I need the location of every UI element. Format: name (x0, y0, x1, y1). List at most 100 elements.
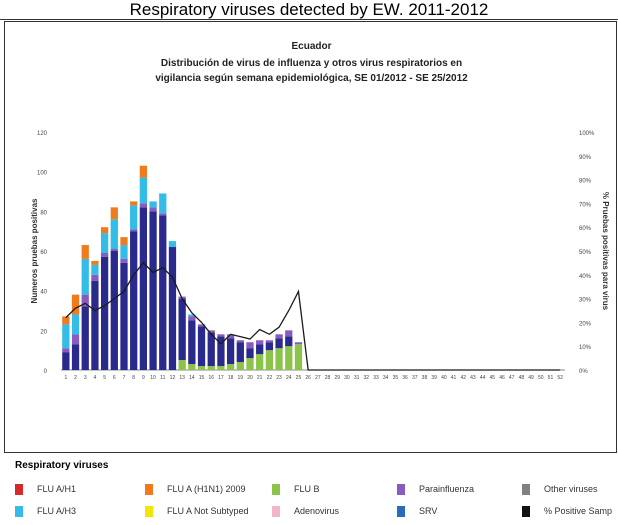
legend-swatch (397, 505, 405, 517)
chart-frame: Ecuador Distribución de virus de influen… (4, 21, 617, 453)
x-tick-label: 33 (373, 375, 379, 381)
y-tick-label: 120 (37, 131, 48, 137)
x-tick-label: 9 (142, 375, 145, 381)
legend-label: SRV (419, 506, 438, 516)
legend-item: Other viruses (522, 482, 598, 496)
bar-segment (120, 262, 128, 370)
x-tick-label: 30 (344, 375, 350, 381)
bar-segment (159, 213, 167, 216)
legend-swatch (522, 505, 530, 517)
bar-segment (139, 177, 148, 204)
bar-segment (236, 342, 244, 363)
x-tick-label: 52 (557, 375, 563, 381)
legend-swatch (272, 483, 280, 495)
legend-label: FLU A Not Subtyped (167, 506, 249, 516)
y-tick-label: 20 (40, 329, 47, 335)
y2-tick-label: 0% (579, 369, 588, 375)
bar-segment (110, 219, 118, 250)
x-tick-label: 21 (257, 375, 263, 381)
bar-segment (71, 334, 80, 345)
x-tick-label: 8 (132, 375, 135, 381)
bar-segment (256, 354, 264, 370)
x-tick-label: 42 (460, 375, 466, 381)
bar-segment (62, 348, 70, 353)
bar-segment (149, 201, 157, 208)
bar-segment (100, 227, 109, 234)
y2-tick-label: 50% (579, 250, 592, 256)
y2-tick-label: 40% (579, 274, 592, 280)
legend-label: Adenovirus (294, 506, 340, 516)
x-tick-label: 18 (228, 375, 234, 381)
bar-segment (139, 165, 148, 178)
bar-segment (110, 207, 118, 220)
legend-item: FLU A/H3 (15, 504, 76, 518)
x-tick-label: 11 (160, 375, 165, 381)
x-tick-label: 48 (519, 375, 525, 381)
x-tick-label: 4 (94, 375, 97, 381)
bar-segment (130, 231, 138, 370)
x-tick-label: 17 (218, 375, 224, 381)
bar-segment (207, 366, 215, 370)
legend-item: FLU B (272, 482, 320, 496)
bar-segment (91, 260, 99, 265)
x-tick-label: 40 (441, 375, 447, 381)
x-tick-label: 10 (150, 375, 156, 381)
bar-segment (178, 360, 186, 370)
x-tick-label: 13 (179, 375, 185, 381)
figure-caption: Respiratory viruses detected by EW. 2011… (0, 0, 618, 20)
bar-segment (149, 207, 157, 212)
bar-segment (91, 280, 99, 370)
bar-segment (110, 251, 118, 370)
bar-segment (188, 314, 196, 317)
bar-segment (217, 366, 225, 370)
y-tick-label: 40 (40, 290, 47, 296)
x-tick-label: 41 (451, 375, 457, 381)
legend-item: SRV (397, 504, 437, 518)
legend-swatch (145, 483, 153, 495)
bar-segment (168, 241, 177, 248)
y-tick-label: 0 (44, 369, 48, 375)
bar-segment (294, 342, 303, 345)
x-tick-label: 32 (364, 375, 370, 381)
y-axis-label: Numeros pruebas positivas (30, 198, 39, 303)
x-tick-label: 1 (64, 375, 67, 381)
bar-segment (265, 342, 274, 351)
bar-segment (246, 348, 254, 359)
bar-segment (236, 362, 244, 370)
legend-title: Respiratory viruses (15, 460, 109, 471)
bar-segment (197, 326, 206, 367)
x-tick-label: 27 (315, 375, 321, 381)
x-tick-label: 50 (538, 375, 544, 381)
bar-segment (139, 203, 148, 208)
y2-axis-label: % Pruebas positivas para virus (601, 192, 610, 311)
legend-swatch (522, 483, 530, 495)
y2-tick-label: 60% (579, 226, 592, 232)
bar-segment (81, 306, 89, 370)
bar-segment (130, 205, 138, 230)
y2-tick-label: 10% (579, 345, 592, 351)
bar-segment (188, 320, 196, 365)
bar-segment (265, 340, 274, 343)
bar-segment (217, 336, 225, 367)
bar-segment (159, 193, 167, 214)
x-tick-label: 7 (123, 375, 126, 381)
x-tick-label: 25 (296, 375, 302, 381)
y2-tick-label: 80% (579, 179, 592, 185)
x-tick-label: 34 (383, 375, 389, 381)
bar-segment (100, 233, 109, 253)
y-tick-label: 60 (40, 250, 47, 256)
bar-segment (71, 294, 80, 315)
bar-segment (226, 334, 235, 339)
x-tick-label: 23 (276, 375, 282, 381)
legend-label: Other viruses (544, 484, 598, 494)
x-tick-label: 26 (305, 375, 311, 381)
bar-segment (285, 330, 293, 337)
bar-segment (159, 215, 167, 370)
x-tick-label: 3 (84, 375, 87, 381)
bar-segment (100, 256, 109, 370)
x-tick-label: 6 (113, 375, 116, 381)
bar-segment (120, 245, 128, 259)
bar-segment (130, 201, 138, 206)
bar-segment (275, 348, 283, 370)
legend-label: FLU B (294, 484, 320, 494)
